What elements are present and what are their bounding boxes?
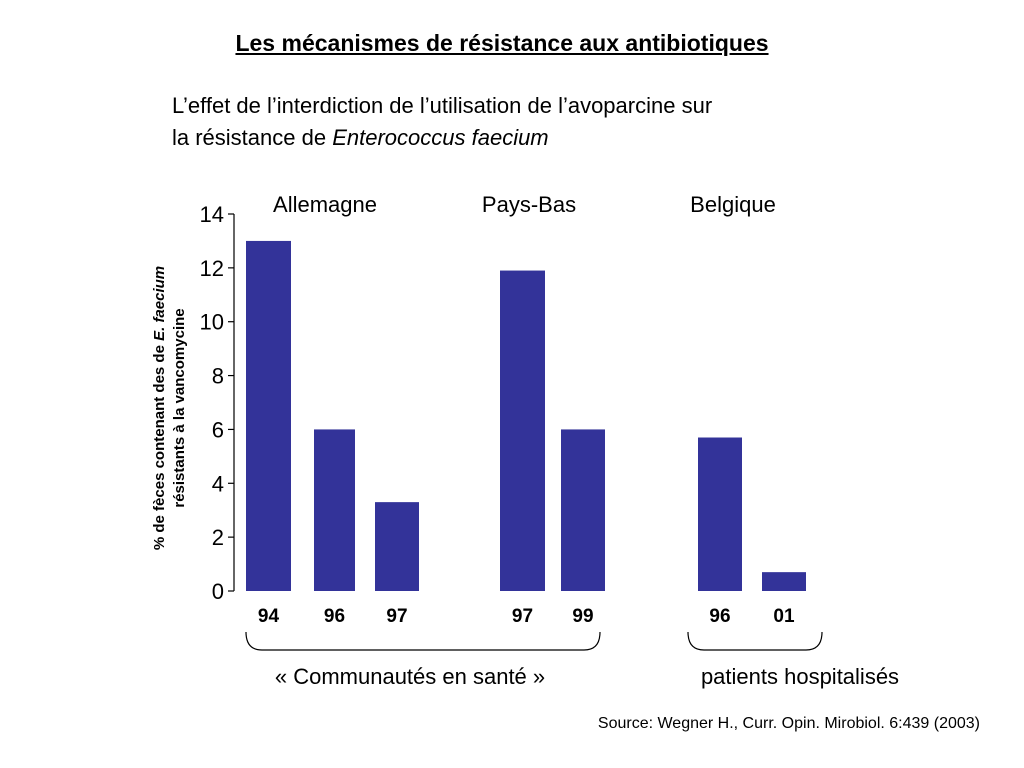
source-citation: Source: Wegner H., Curr. Opin. Mirobiol.…: [597, 715, 980, 732]
caption-hospital: patients hospitalisés: [700, 664, 900, 689]
group-label-belgique: Belgique: [690, 192, 776, 217]
hospital-bracket: [687, 631, 823, 651]
y-tick-label: 14: [200, 202, 224, 227]
x-tick-label: 99: [572, 606, 593, 627]
y-tick-label: 2: [212, 525, 224, 550]
x-tick-label: 96: [709, 606, 730, 627]
chart-subtitle: L’effet de l’interdiction de l’utilisati…: [172, 90, 932, 154]
x-tick-label: 96: [324, 606, 345, 627]
group-label-pays-bas: Pays-Bas: [481, 192, 577, 217]
x-tick-label: 97: [512, 606, 533, 627]
y-tick-label: 12: [200, 256, 224, 281]
bar-pays-bas-97: [500, 270, 545, 591]
x-tick-label: 97: [386, 606, 407, 627]
community-bracket: [245, 631, 601, 651]
page-title: Les mécanismes de résistance aux antibio…: [235, 30, 769, 56]
bar-allemagne-96: [314, 429, 355, 591]
y-tick-label: 4: [212, 471, 224, 496]
subtitle-line-2-prefix: la résistance de: [172, 125, 333, 150]
y-tick-label: 10: [200, 310, 224, 335]
bar-belgique-01: [762, 572, 806, 591]
y-axis: 0 2 4 6 8 10 12 14: [200, 202, 235, 604]
x-tick-labels: 94 96 97 97 99 96 01: [258, 606, 795, 627]
y-tick-label: 8: [212, 364, 224, 389]
subtitle-species: Enterococcus faecium: [332, 125, 549, 150]
bar-pays-bas-99: [561, 429, 605, 591]
bar-series: [246, 240, 806, 591]
bar-belgique-96: [698, 437, 742, 591]
subtitle-line-1: L’effet de l’interdiction de l’utilisati…: [172, 93, 713, 118]
group-label-allemagne: Allemagne: [273, 192, 377, 217]
x-tick-label: 01: [773, 606, 795, 627]
bar-allemagne-97: [375, 502, 419, 591]
x-tick-label: 94: [258, 606, 280, 627]
caption-community: « Communautés en santé »: [274, 664, 546, 689]
bar-allemagne-94: [246, 240, 291, 591]
y-tick-label: 0: [212, 579, 224, 604]
y-tick-label: 6: [212, 417, 224, 442]
